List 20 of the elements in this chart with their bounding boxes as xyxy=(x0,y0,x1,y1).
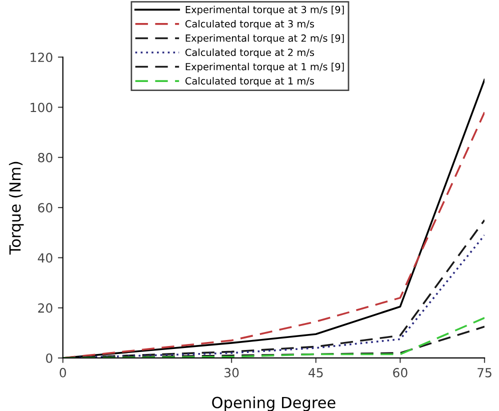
legend-label: Experimental torque at 2 m/s [9] xyxy=(186,34,344,44)
y-tick-label: 80 xyxy=(38,152,52,162)
x-tick-label: 45 xyxy=(308,368,323,378)
legend-label: Calculated torque at 1 m/s xyxy=(185,77,314,86)
legend-label: Calculated torque at 2 m/s xyxy=(185,48,314,58)
y-tick-label: 120 xyxy=(30,52,52,62)
x-tick-label: 30 xyxy=(224,368,239,378)
y-tick-label: 20 xyxy=(38,303,52,313)
x-tick-label: 0 xyxy=(60,368,66,378)
legend-label: Experimental torque at 1 m/s [9] xyxy=(186,62,344,72)
y-tick-label: 100 xyxy=(30,102,52,112)
x-axis-title: Opening Degree xyxy=(212,396,336,411)
y-tick-label: 0 xyxy=(46,353,52,363)
y-axis-title: Torque (Nm) xyxy=(8,162,24,255)
x-tick-label: 75 xyxy=(478,368,492,378)
legend-label: Experimental torque at 3 m/s [9] xyxy=(186,6,344,16)
x-tick-label: 60 xyxy=(393,368,408,378)
y-tick-label: 60 xyxy=(38,203,52,212)
legend-label: Calculated torque at 3 m/s xyxy=(185,20,314,30)
y-tick-label: 40 xyxy=(38,253,52,263)
